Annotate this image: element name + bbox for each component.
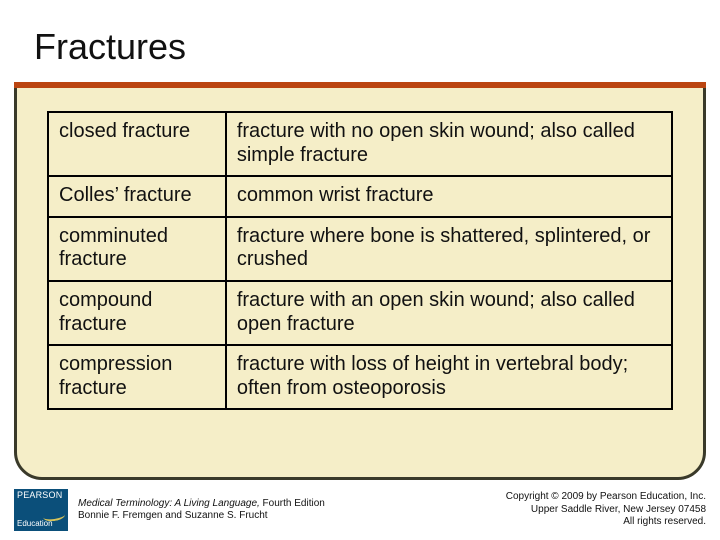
term-cell: closed fracture — [48, 112, 226, 176]
definition-cell: fracture with no open skin wound; also c… — [226, 112, 672, 176]
term-cell: comminuted fracture — [48, 217, 226, 281]
logo-brand: PEARSON — [17, 491, 65, 501]
content-area: closed fracture fracture with no open sk… — [47, 111, 673, 410]
footer: PEARSON Education Medical Terminology: A… — [14, 486, 706, 534]
definition-cell: fracture where bone is shattered, splint… — [226, 217, 672, 281]
copyright: Copyright © 2009 by Pearson Education, I… — [506, 491, 706, 529]
edition: Fourth Edition — [260, 498, 325, 509]
table-row: Colles’ fracture common wrist fracture — [48, 176, 672, 217]
definition-cell: common wrist fracture — [226, 176, 672, 217]
pearson-logo: PEARSON Education — [14, 489, 68, 531]
copyright-line-3: All rights reserved. — [506, 516, 706, 529]
book-title: Medical Terminology: A Living Language, — [78, 498, 260, 509]
slide-frame: Fractures closed fracture fracture with … — [14, 12, 706, 480]
copyright-line-2: Upper Saddle River, New Jersey 07458 — [506, 504, 706, 517]
title-bar: Fractures — [14, 12, 706, 88]
table-row: comminuted fracture fracture where bone … — [48, 217, 672, 281]
table-row: compression fracture fracture with loss … — [48, 345, 672, 409]
citation: Medical Terminology: A Living Language, … — [78, 498, 325, 523]
logo-sub: Education — [17, 520, 65, 529]
definition-cell: fracture with loss of height in vertebra… — [226, 345, 672, 409]
definition-cell: fracture with an open skin wound; also c… — [226, 281, 672, 345]
slide-title: Fractures — [34, 26, 686, 68]
term-cell: Colles’ fracture — [48, 176, 226, 217]
fracture-definitions-table: closed fracture fracture with no open sk… — [47, 111, 673, 410]
table-row: closed fracture fracture with no open sk… — [48, 112, 672, 176]
citation-authors: Bonnie F. Fremgen and Suzanne S. Frucht — [78, 510, 325, 523]
copyright-line-1: Copyright © 2009 by Pearson Education, I… — [506, 491, 706, 504]
table-row: compound fracture fracture with an open … — [48, 281, 672, 345]
citation-line-1: Medical Terminology: A Living Language, … — [78, 498, 325, 511]
term-cell: compression fracture — [48, 345, 226, 409]
term-cell: compound fracture — [48, 281, 226, 345]
